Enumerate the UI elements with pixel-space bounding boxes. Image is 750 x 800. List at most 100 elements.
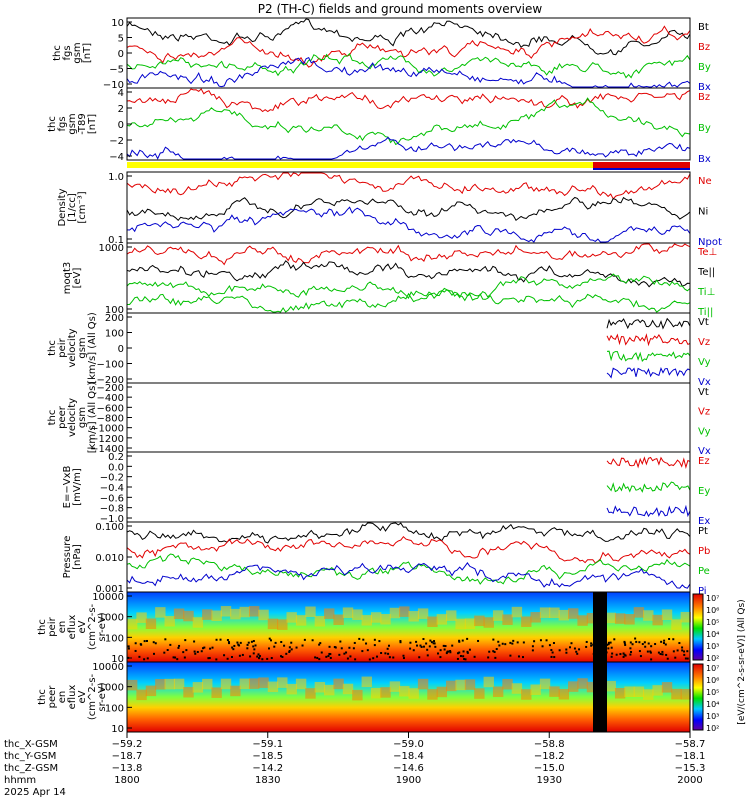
noise-dot <box>437 652 440 655</box>
series-Vx <box>606 367 691 379</box>
noise-dot <box>459 655 462 658</box>
noise-dot <box>607 647 610 650</box>
spectrogram-patch <box>502 678 513 690</box>
spectrogram-patch <box>530 612 541 623</box>
noise-dot <box>166 649 169 652</box>
y-label-line: peer <box>47 685 58 709</box>
noise-dot <box>280 641 283 644</box>
spectrogram-patch <box>192 617 204 628</box>
y-tick-label: 10000 <box>92 662 124 673</box>
noise-dot <box>638 650 641 653</box>
noise-dot <box>316 656 319 659</box>
noise-dot <box>661 653 664 656</box>
series-Ey <box>606 481 691 493</box>
noise-dot <box>256 655 259 658</box>
noise-dot <box>247 641 250 644</box>
noise-dot <box>184 639 187 642</box>
noise-dot <box>353 641 356 644</box>
noise-dot <box>253 648 256 651</box>
noise-dot <box>451 644 454 647</box>
y-label-line: eV <box>77 620 88 633</box>
spectrogram-patch <box>286 683 297 695</box>
colorbar-tick: 10⁴ <box>706 700 719 709</box>
y-label-line: thc <box>37 689 48 705</box>
y-label-line: gsm <box>67 113 78 134</box>
noise-dot <box>387 652 390 655</box>
noise-dot <box>624 643 627 646</box>
noise-dot <box>638 641 641 644</box>
noise-dot <box>629 647 632 650</box>
y-tick-label: 0 <box>118 120 124 131</box>
spectrogram-patch <box>192 682 204 693</box>
noise-dot <box>550 655 553 658</box>
spectrogram-patch <box>511 606 523 618</box>
y-tick-label: 0.010 <box>95 553 124 564</box>
spectrogram-patch <box>361 676 372 688</box>
y-tick-label: 4 <box>118 88 124 99</box>
noise-dot <box>458 640 461 643</box>
noise-dot <box>345 651 348 654</box>
spectrogram-patch <box>436 686 448 698</box>
noise-dot <box>433 642 436 645</box>
spectrogram-patch <box>220 606 232 617</box>
noise-dot <box>666 657 669 660</box>
y-tick-label: −1000 <box>90 424 124 435</box>
spectrogram-patch <box>427 689 438 700</box>
spectrogram-patch <box>549 686 560 697</box>
noise-dot <box>678 642 681 645</box>
legend-by: By <box>698 123 711 134</box>
noise-dot <box>274 641 277 644</box>
spectrogram-patch <box>521 689 532 700</box>
spectrogram-patch <box>230 608 241 620</box>
noise-dot <box>258 657 261 660</box>
noise-dot <box>466 650 469 653</box>
series-Te⊥ <box>126 243 691 266</box>
spectrogram-patch <box>314 681 326 693</box>
y-tick-label: −600 <box>97 403 124 414</box>
noise-dot <box>223 654 226 657</box>
noise-dot <box>501 642 504 645</box>
noise-dot <box>631 643 634 646</box>
y-axis-label: thc peer velocity gsm [km/s] (All Qs) <box>47 382 98 454</box>
noise-dot <box>200 650 203 653</box>
noise-dot <box>509 641 512 644</box>
x-gsm-label: −59.2 <box>112 739 143 750</box>
noise-dot <box>288 650 291 653</box>
spectrogram-patch <box>633 686 645 698</box>
legend-vx: Vx <box>698 446 711 457</box>
noise-dot <box>517 655 520 658</box>
spectrogram-patch <box>633 607 645 618</box>
x-row-label: hhmm <box>4 775 36 786</box>
noise-dot <box>392 656 395 659</box>
y-label-line: thc <box>52 45 63 61</box>
noise-dot <box>439 656 442 659</box>
hhmm-label: 1800 <box>114 775 139 786</box>
noise-dot <box>152 652 155 655</box>
spectrogram-patch <box>305 606 316 618</box>
figure-title: P2 (TH-C) fields and ground moments over… <box>258 2 543 16</box>
y-tick-label: −100 <box>97 360 124 371</box>
noise-dot <box>545 639 548 642</box>
noise-dot <box>565 648 568 651</box>
data-gap <box>593 662 607 732</box>
y-tick-label: −0.2 <box>100 473 124 484</box>
spectrogram-patch <box>277 677 288 688</box>
noise-dot <box>533 640 536 643</box>
noise-dot <box>570 642 573 645</box>
noise-dot <box>169 643 172 646</box>
y-tick-label: 1000 <box>99 243 124 254</box>
noise-dot <box>343 652 346 655</box>
noise-dot <box>663 639 666 642</box>
noise-dot <box>422 638 425 641</box>
legend-bx: Bx <box>698 154 711 165</box>
noise-dot <box>246 643 249 646</box>
spectrogram-patch <box>155 679 166 690</box>
noise-dot <box>569 646 572 649</box>
noise-dot <box>196 650 199 653</box>
noise-dot <box>657 651 660 654</box>
spectrogram-patch <box>267 618 279 630</box>
noise-dot <box>164 638 167 641</box>
noise-dot <box>378 640 381 643</box>
legend-ne: Ne <box>698 176 712 187</box>
noise-dot <box>607 641 610 644</box>
